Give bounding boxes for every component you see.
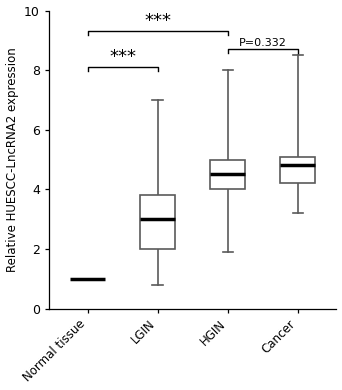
Text: ***: *** [144, 12, 171, 30]
Bar [140, 195, 175, 249]
Y-axis label: Relative HUESCC-LncRNA2 expression: Relative HUESCC-LncRNA2 expression [5, 47, 18, 272]
Text: P=0.332: P=0.332 [239, 38, 287, 48]
Text: ***: *** [109, 48, 136, 66]
Bar [280, 156, 315, 183]
Bar [210, 160, 245, 189]
